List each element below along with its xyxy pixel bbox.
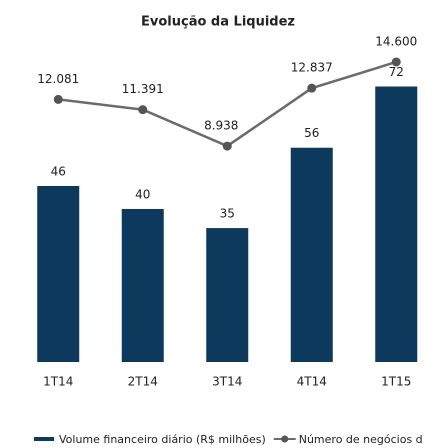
bar-label: 56 — [304, 126, 319, 140]
line — [58, 60, 397, 148]
line-label: 12.837 — [291, 61, 333, 75]
line-label: 12.081 — [37, 72, 79, 86]
bar — [206, 228, 249, 362]
bar-label: 40 — [135, 187, 150, 201]
bar — [121, 208, 164, 362]
bar — [37, 186, 80, 362]
legend-swatch — [281, 435, 289, 443]
x-tick-label: 2T14 — [128, 375, 158, 389]
line-label: 11.391 — [122, 82, 164, 96]
legend-label: Número de negócios d — [299, 433, 423, 446]
bar-label: 35 — [220, 207, 235, 221]
line-label: 8.938 — [204, 119, 238, 133]
line-point — [307, 83, 317, 93]
bar — [290, 147, 333, 362]
line-point — [222, 141, 232, 151]
legend-label: Volume financeiro diário (R$ milhões) — [59, 433, 266, 446]
line-point — [53, 94, 63, 104]
x-tick-label: 1T15 — [381, 375, 411, 389]
bar — [375, 86, 418, 363]
bar-label: 46 — [51, 165, 66, 179]
line-point — [138, 105, 148, 115]
bar-label: 72 — [389, 65, 404, 79]
x-tick-label: 1T14 — [43, 375, 73, 389]
line-point — [391, 57, 401, 67]
x-tick-label: 3T14 — [212, 375, 242, 389]
legend-swatch — [34, 437, 54, 441]
line-label: 14.600 — [375, 34, 417, 48]
x-tick-label: 4T14 — [297, 375, 327, 389]
chart-title: Evolução da Liquidez — [141, 15, 295, 30]
